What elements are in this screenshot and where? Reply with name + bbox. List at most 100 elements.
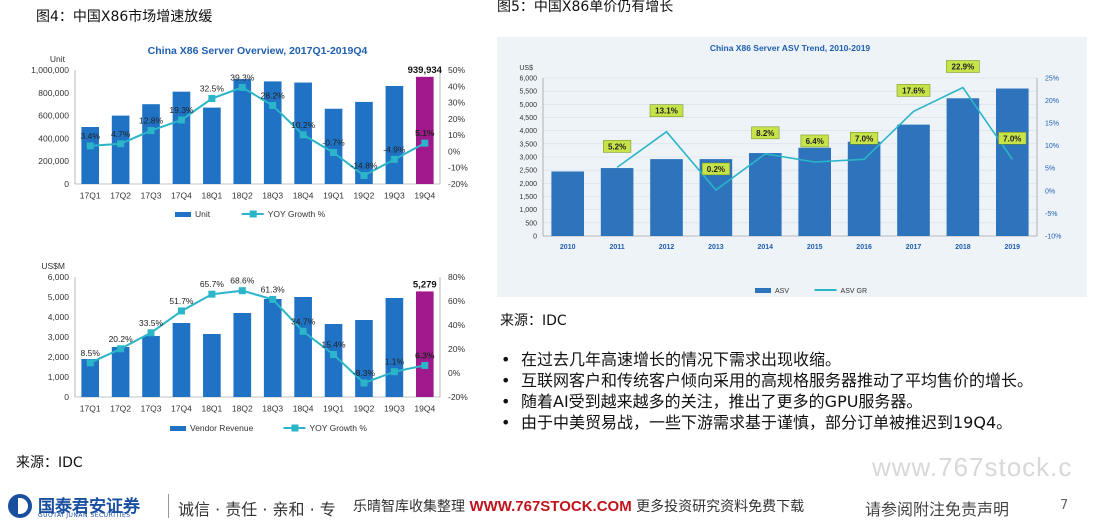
y-tick-label: 5,000 (48, 292, 70, 302)
x-tick-label: 17Q2 (110, 191, 131, 201)
company-name: 国泰君安证券 (38, 497, 140, 517)
y-tick-label: 3,500 (519, 141, 537, 148)
y2-tick-label: 80% (448, 272, 465, 282)
y-tick-label: 4,500 (519, 115, 537, 122)
y2-tick-label: 40% (448, 81, 465, 91)
x-tick-label: 2012 (659, 244, 675, 251)
y-tick-label: 0 (64, 179, 69, 189)
line-point (360, 172, 368, 180)
asv-chart-panel (497, 37, 1087, 297)
legend-label: YOY Growth % (268, 209, 326, 219)
x-tick-label: 19Q2 (354, 191, 375, 201)
bar (142, 336, 160, 397)
y2-tick-label: 0% (448, 368, 461, 378)
y-tick-label: 1,000 (519, 207, 537, 214)
legend-swatch-marker (291, 424, 299, 432)
x-tick-label: 17Q3 (141, 191, 162, 201)
y2-tick-label: 0% (448, 146, 461, 156)
figure-5-title: 图5：中国X86单价仍有增长 (497, 0, 674, 15)
y-tick-label: 0 (64, 392, 69, 402)
data-label: 51.7% (169, 296, 194, 306)
line-point (390, 155, 398, 163)
legend-label: YOY Growth % (309, 423, 367, 433)
bar (81, 127, 100, 184)
data-label: 68.6% (230, 276, 255, 286)
data-label: 7.0% (855, 134, 873, 143)
y2-tick-label: 20% (1045, 98, 1059, 105)
divider (168, 494, 169, 518)
y-axis-label: Unit (50, 54, 66, 64)
source-left: 来源：IDC (16, 455, 83, 471)
bar (111, 347, 130, 397)
x-tick-label: 2013 (708, 244, 724, 251)
bar (203, 107, 221, 184)
y2-tick-label: -10% (1045, 233, 1061, 240)
bar (111, 115, 130, 184)
disclaimer-link[interactable]: 请参阅附注免责声明 (865, 500, 1010, 519)
y-tick-label: 5,000 (519, 102, 537, 109)
line-point (147, 329, 155, 337)
x-tick-label: 17Q1 (80, 191, 101, 201)
y-tick-label: 2,000 (48, 352, 70, 362)
y2-tick-label: 25% (1045, 75, 1059, 82)
data-label: -0.7% (322, 138, 345, 148)
data-label: 13.1% (655, 107, 678, 116)
bar (324, 324, 343, 397)
legend-label: Vendor Revenue (190, 423, 254, 433)
data-label: 10.2% (291, 120, 316, 130)
x-tick-label: 18Q1 (201, 404, 222, 414)
page-number: 7 (1060, 498, 1069, 513)
x-tick-label: 18Q4 (293, 404, 314, 414)
watermark-banner: 乐晴智库收集整理 WWW.767STOCK.COM 更多投资研究资料免费下载 (353, 496, 804, 516)
line-point (86, 359, 94, 367)
bullet-item: 由于中美贸易战，一些下游需求基于谨慎，部分订单被推迟到19Q4。 (497, 413, 1087, 432)
line-point (390, 368, 398, 376)
bar (600, 168, 634, 236)
bar (294, 297, 312, 397)
chart-x86-asv: China X86 Server ASV Trend, 2010-2019 US$… (519, 43, 1061, 295)
data-label: -14.8% (350, 161, 377, 171)
line-point (299, 131, 307, 139)
bar (415, 291, 434, 397)
x-tick-label: 19Q2 (354, 404, 375, 414)
bar (995, 88, 1029, 237)
line-point (117, 140, 125, 148)
watermark-url[interactable]: WWW.767STOCK.COM (469, 498, 632, 515)
x-tick-label: 2017 (906, 244, 922, 251)
y-axis-label: US$ (519, 65, 533, 72)
data-label: 32.5% (200, 84, 225, 94)
data-label: 0.2% (707, 165, 725, 174)
x-tick-label: 19Q3 (384, 191, 405, 201)
bar (142, 104, 160, 184)
data-label: 15.4% (321, 340, 346, 350)
series-line (90, 86, 426, 177)
bar (385, 85, 404, 184)
y2-tick-label: 30% (448, 98, 465, 108)
y-tick-label: 0 (533, 233, 537, 240)
y-tick-label: 4,000 (48, 312, 70, 322)
legend-swatch-marker (249, 210, 257, 218)
y2-tick-label: 20% (448, 344, 465, 354)
data-label-box (701, 162, 730, 176)
line-point (208, 95, 216, 102)
line-point (208, 290, 216, 298)
y2-tick-label: 10% (1045, 143, 1059, 150)
y-tick-label: 1,000 (48, 372, 70, 382)
y-tick-label: 600,000 (38, 111, 69, 121)
chart-title: China X86 Server Overview, 2017Q1-2019Q4 (148, 45, 368, 57)
legend-label: ASV (775, 288, 789, 295)
legend-label: Unit (195, 209, 211, 219)
legend-label: ASV GR (841, 288, 867, 295)
bullet-item: 随着AI受到越来越多的关注，推出了更多的GPU服务器。 (497, 392, 1087, 411)
chart-title: China X86 Server ASV Trend, 2010-2019 (710, 43, 871, 53)
y-tick-label: 1,500 (519, 194, 537, 201)
y2-tick-label: -20% (448, 392, 468, 402)
data-label: 22.9% (952, 62, 975, 71)
data-label: 6.3% (415, 350, 435, 360)
company-motto: 诚信 · 责任 · 亲和 · 专 (178, 500, 336, 519)
data-label: 1.1% (385, 357, 405, 367)
y2-tick-label: 15% (1045, 121, 1059, 128)
y-axis-label: US$M (41, 261, 65, 271)
y2-tick-label: -20% (448, 179, 468, 189)
legend-swatch-bar (755, 288, 771, 293)
